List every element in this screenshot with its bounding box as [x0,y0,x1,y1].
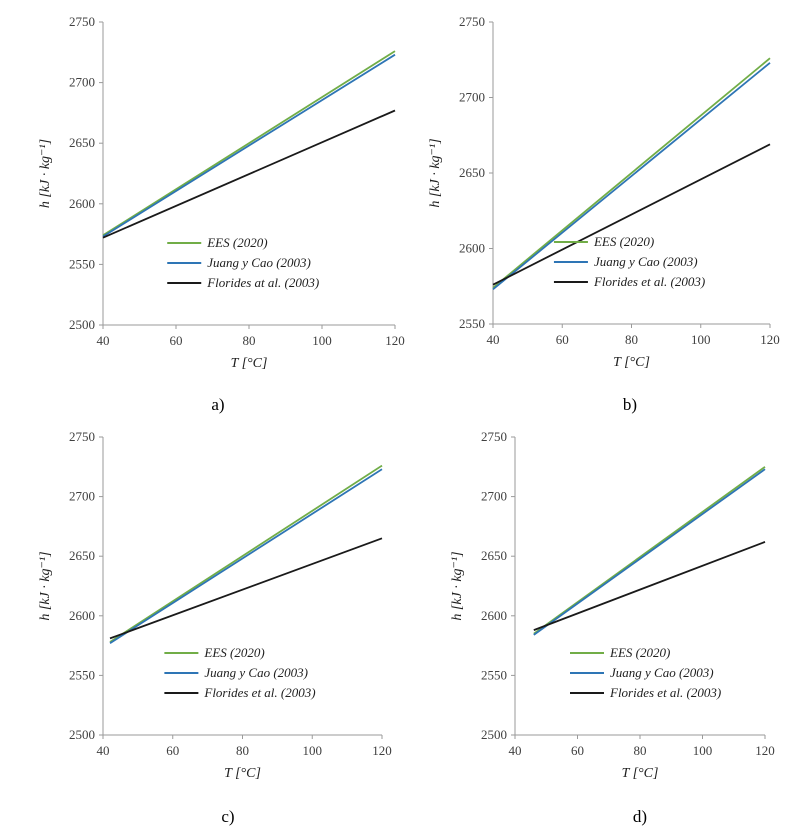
x-tick-label: 60 [571,743,584,758]
panel-caption: d) [633,807,647,826]
y-axis-label: h [kJ · kg⁻¹] [450,551,465,620]
panel-caption: b) [623,395,637,414]
x-tick-label: 120 [760,332,780,347]
series-line-juang [533,468,766,636]
x-axis-label: T [°C] [613,355,650,370]
series-line-florides [102,109,396,239]
chart-panel-d: 2500 2550 2600 2650 2700 2750 40 60 80 100 120 T [°… [450,429,775,826]
legend-label-juang: Juang y Cao (2003) [610,665,714,680]
legend-label-ees: EES (2020) [203,645,264,660]
x-tick-label: 120 [385,333,405,348]
x-tick-label: 40 [487,332,500,347]
x-tick-label: 80 [625,332,638,347]
y-tick-label: 2750 [69,429,95,444]
x-tick-label: 60 [556,332,569,347]
legend-label-ees: EES (2020) [593,234,654,249]
series-line-ees [109,464,383,643]
x-tick-label: 60 [166,743,179,758]
x-tick-label: 80 [236,743,249,758]
y-tick-label: 2600 [69,608,95,623]
y-tick-label: 2650 [459,165,485,180]
y-tick-label: 2550 [459,316,485,331]
legend-label-florides: Florides et al. (2003) [593,274,705,289]
series-line-florides [492,143,771,286]
x-tick-label: 40 [97,333,110,348]
y-tick-label: 2500 [69,727,95,742]
y-tick-label: 2600 [481,608,507,623]
legend-label-ees: EES (2020) [206,235,267,250]
series-line-florides [533,541,766,631]
x-axis-label: T [°C] [622,766,659,781]
y-tick-label: 2750 [481,429,507,444]
legend-label-ees: EES (2020) [609,645,670,660]
x-tick-label: 100 [691,332,711,347]
series-line-ees [492,57,771,289]
legend-label-juang: Juang y Cao (2003) [594,254,698,269]
y-tick-label: 2500 [69,317,95,332]
y-tick-label: 2700 [459,90,485,105]
legend-label-florides: Florides et al. (2003) [203,685,315,700]
y-tick-label: 2500 [481,727,507,742]
series-line-ees [102,50,396,237]
y-tick-label: 2550 [69,256,95,271]
x-tick-label: 60 [170,333,183,348]
y-tick-label: 2700 [69,489,95,504]
x-tick-label: 40 [509,743,522,758]
y-axis-label: h [kJ · kg⁻¹] [38,139,53,208]
y-tick-label: 2700 [69,75,95,90]
panel-caption: c) [221,807,234,826]
chart-panel-a: 2500 2550 2600 2650 2700 2750 40 60 80 100 120 T [°… [38,14,405,414]
series-line-juang [492,62,771,290]
y-tick-label: 2650 [69,135,95,150]
y-tick-label: 2650 [69,548,95,563]
legend-label-juang: Juang y Cao (2003) [204,665,308,680]
series-line-juang [102,53,396,238]
y-tick-label: 2600 [459,241,485,256]
y-tick-label: 2600 [69,196,95,211]
y-tick-label: 2700 [481,489,507,504]
y-tick-label: 2750 [69,14,95,29]
y-tick-label: 2550 [69,667,95,682]
series-line-florides [109,537,383,640]
y-tick-label: 2650 [481,548,507,563]
y-axis-label: h [kJ · kg⁻¹] [38,551,53,620]
x-axis-label: T [°C] [231,356,268,371]
x-tick-label: 80 [243,333,256,348]
x-tick-label: 120 [372,743,392,758]
panel-caption: a) [211,395,224,414]
y-tick-label: 2750 [459,14,485,29]
series-line-ees [533,466,766,635]
chart-panel-c: 2500 2550 2600 2650 2700 2750 40 60 80 100 120 T [°… [38,429,392,826]
x-axis-label: T [°C] [224,766,261,781]
legend-label-florides: Florides at al. (2003) [206,275,319,290]
x-tick-label: 80 [634,743,647,758]
legend-label-florides: Florides et al. (2003) [609,685,721,700]
x-tick-label: 100 [693,743,713,758]
x-tick-label: 120 [755,743,775,758]
y-tick-label: 2550 [481,667,507,682]
x-tick-label: 40 [97,743,110,758]
legend-label-juang: Juang y Cao (2003) [207,255,311,270]
x-tick-label: 100 [312,333,332,348]
series-line-juang [109,468,383,644]
y-axis-label: h [kJ · kg⁻¹] [428,138,443,207]
x-tick-label: 100 [303,743,323,758]
chart-panel-b: 2550 2600 2650 2700 2750 40 60 80 100 120 T [°C] h … [428,14,780,414]
